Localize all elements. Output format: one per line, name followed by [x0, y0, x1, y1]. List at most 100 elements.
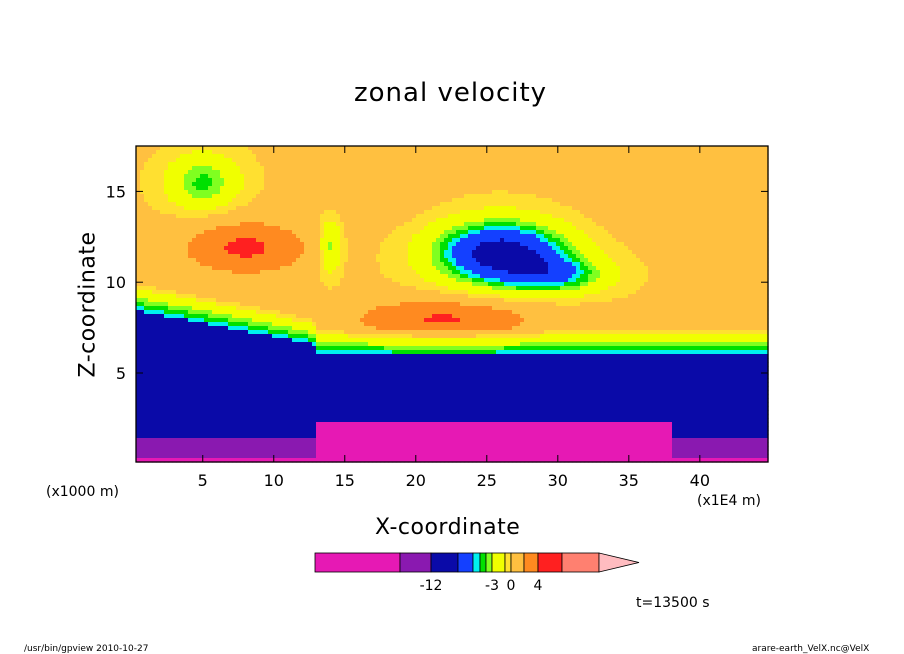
field-cell — [500, 202, 505, 207]
field-cell — [216, 186, 221, 191]
field-cell — [752, 238, 757, 243]
field-cell — [156, 250, 161, 255]
field-cell — [200, 186, 205, 191]
field-cell — [500, 154, 505, 159]
field-cell — [472, 226, 477, 231]
field-cell — [236, 210, 241, 215]
field-cell — [260, 230, 265, 235]
field-cell — [416, 214, 421, 219]
field-cell — [260, 162, 265, 167]
field-cell — [548, 190, 553, 195]
field-cell — [624, 182, 629, 187]
field-cell — [496, 270, 501, 275]
field-cell — [260, 174, 265, 179]
field-cell — [180, 178, 185, 183]
field-cell — [572, 238, 577, 243]
field-cell — [188, 190, 193, 195]
field-cell — [708, 262, 713, 267]
field-cell — [764, 222, 769, 227]
field-cell — [700, 258, 705, 263]
field-cell — [144, 250, 149, 255]
field-cell — [332, 162, 337, 167]
field-cell — [180, 206, 185, 211]
field-cell — [448, 262, 453, 267]
field-cell — [592, 214, 597, 219]
field-cell — [704, 162, 709, 167]
field-cell — [456, 206, 461, 211]
field-cell — [348, 226, 353, 231]
field-cell — [544, 214, 549, 219]
field-cell — [548, 218, 553, 223]
field-cell — [688, 210, 693, 215]
field-cell — [344, 222, 349, 227]
field-cell — [204, 146, 209, 151]
field-cell — [280, 266, 285, 271]
field-cell — [564, 170, 569, 175]
field-cell — [604, 234, 609, 239]
field-cell — [240, 202, 245, 207]
field-cell — [688, 266, 693, 271]
field-cell — [272, 250, 277, 255]
field-cell — [696, 222, 701, 227]
field-cell — [452, 178, 457, 183]
field-cell — [144, 214, 149, 219]
field-cell — [472, 182, 477, 187]
field-cell — [484, 238, 489, 243]
field-cell — [268, 266, 273, 271]
field-cell — [764, 182, 769, 187]
field-cell — [536, 254, 541, 259]
field-cell — [376, 146, 381, 151]
field-cell — [520, 238, 525, 243]
field-cell — [436, 162, 441, 167]
field-cell — [356, 154, 361, 159]
field-cell — [516, 258, 521, 263]
field-cell — [692, 186, 697, 191]
field-cell — [324, 222, 329, 227]
field-cell — [580, 174, 585, 179]
field-cell — [196, 202, 201, 207]
field-cell — [616, 262, 621, 267]
field-cell — [408, 178, 413, 183]
field-cell — [632, 206, 637, 211]
field-cell — [476, 202, 481, 207]
field-cell — [584, 146, 589, 151]
field-cell — [188, 202, 193, 207]
field-cell — [640, 206, 645, 211]
field-cell — [372, 146, 377, 151]
field-cell — [536, 202, 541, 207]
field-cell — [664, 186, 669, 191]
field-cell — [436, 222, 441, 227]
field-cell — [336, 194, 341, 199]
field-cell — [612, 146, 617, 151]
field-cell — [692, 162, 697, 167]
field-cell — [444, 270, 449, 275]
field-cell — [280, 238, 285, 243]
field-cell — [424, 158, 429, 163]
field-cell — [740, 170, 745, 175]
field-cell — [340, 146, 345, 151]
field-cell — [736, 238, 741, 243]
field-cell — [472, 234, 477, 239]
field-cell — [140, 174, 145, 179]
field-cell — [236, 146, 241, 151]
field-cell — [344, 210, 349, 215]
field-cell — [228, 270, 233, 275]
field-cell — [632, 170, 637, 175]
field-cell — [328, 174, 333, 179]
field-cell — [244, 202, 249, 207]
field-cell — [492, 150, 497, 155]
field-cell — [656, 210, 661, 215]
field-cell — [428, 210, 433, 215]
field-cell — [336, 234, 341, 239]
field-cell — [320, 254, 325, 259]
field-cell — [636, 198, 641, 203]
field-cell — [556, 210, 561, 215]
field-cell — [308, 242, 313, 247]
field-cell — [420, 234, 425, 239]
field-cell — [196, 266, 201, 271]
field-cell — [624, 178, 629, 183]
field-cell — [344, 246, 349, 251]
field-cell — [608, 178, 613, 183]
field-cell — [292, 250, 297, 255]
field-cell — [556, 234, 561, 239]
